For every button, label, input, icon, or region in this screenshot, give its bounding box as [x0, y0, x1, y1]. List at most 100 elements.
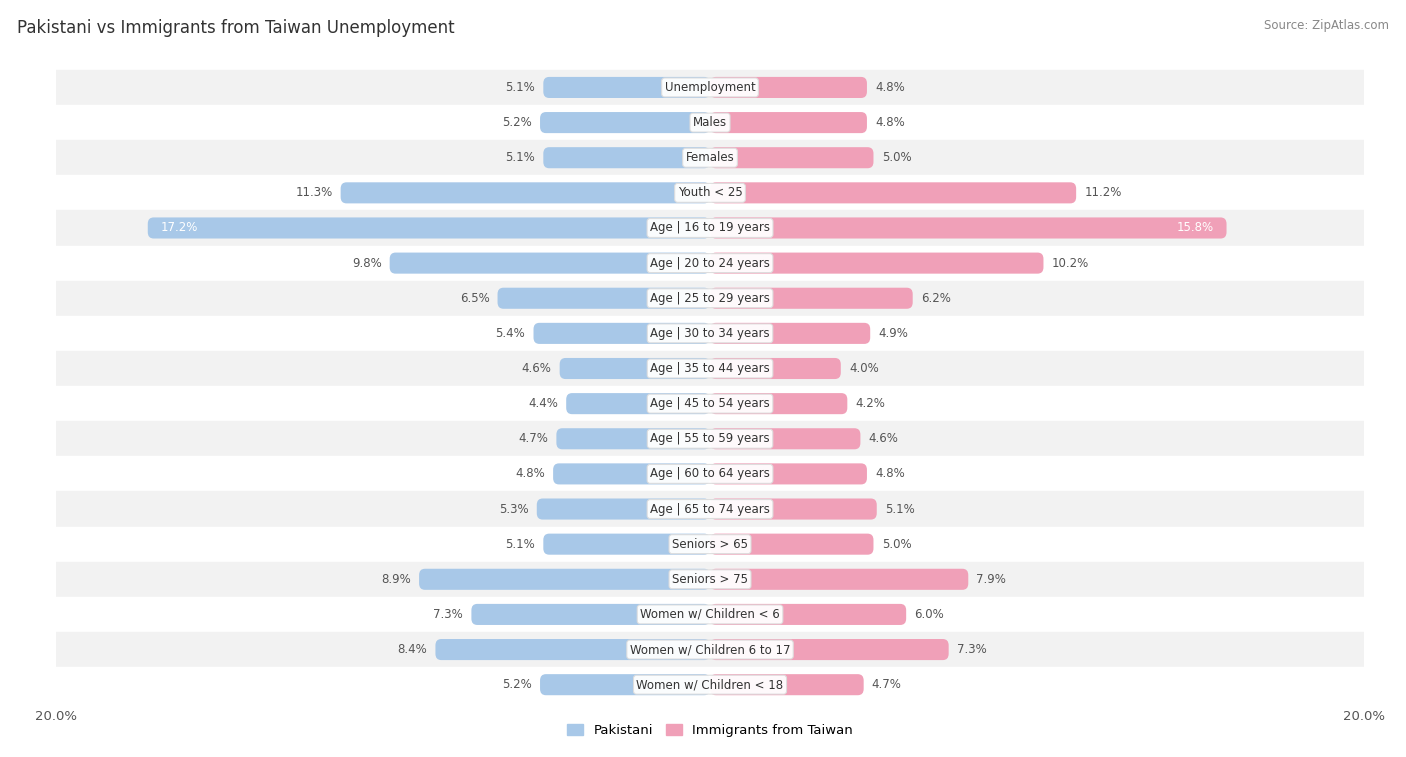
- Text: 4.4%: 4.4%: [529, 397, 558, 410]
- Text: Age | 65 to 74 years: Age | 65 to 74 years: [650, 503, 770, 516]
- Bar: [0, 176, 1406, 210]
- FancyBboxPatch shape: [543, 534, 710, 555]
- FancyBboxPatch shape: [567, 393, 710, 414]
- FancyBboxPatch shape: [419, 569, 710, 590]
- Text: 8.9%: 8.9%: [381, 573, 411, 586]
- Text: 11.3%: 11.3%: [295, 186, 332, 199]
- Text: 9.8%: 9.8%: [352, 257, 381, 269]
- Text: 5.4%: 5.4%: [495, 327, 526, 340]
- Bar: [0, 667, 1406, 702]
- Text: 4.2%: 4.2%: [855, 397, 886, 410]
- Text: 7.3%: 7.3%: [433, 608, 463, 621]
- FancyBboxPatch shape: [498, 288, 710, 309]
- FancyBboxPatch shape: [340, 182, 710, 204]
- Bar: [0, 456, 1406, 491]
- Bar: [0, 210, 1406, 245]
- Text: 4.6%: 4.6%: [869, 432, 898, 445]
- Text: 7.3%: 7.3%: [957, 643, 987, 656]
- Text: 5.1%: 5.1%: [505, 81, 536, 94]
- Legend: Pakistani, Immigrants from Taiwan: Pakistani, Immigrants from Taiwan: [561, 718, 859, 742]
- Text: Females: Females: [686, 151, 734, 164]
- FancyBboxPatch shape: [436, 639, 710, 660]
- Text: Unemployment: Unemployment: [665, 81, 755, 94]
- Text: Age | 25 to 29 years: Age | 25 to 29 years: [650, 291, 770, 305]
- Text: 8.4%: 8.4%: [398, 643, 427, 656]
- FancyBboxPatch shape: [710, 112, 868, 133]
- Text: 6.5%: 6.5%: [460, 291, 489, 305]
- Text: 15.8%: 15.8%: [1177, 222, 1213, 235]
- Bar: [0, 245, 1406, 281]
- FancyBboxPatch shape: [560, 358, 710, 379]
- Bar: [0, 597, 1406, 632]
- FancyBboxPatch shape: [710, 288, 912, 309]
- Text: Age | 16 to 19 years: Age | 16 to 19 years: [650, 222, 770, 235]
- Bar: [0, 351, 1406, 386]
- Text: 5.0%: 5.0%: [882, 537, 911, 550]
- Text: 5.1%: 5.1%: [505, 537, 536, 550]
- FancyBboxPatch shape: [471, 604, 710, 625]
- FancyBboxPatch shape: [710, 428, 860, 450]
- Text: 17.2%: 17.2%: [160, 222, 198, 235]
- Text: 4.0%: 4.0%: [849, 362, 879, 375]
- FancyBboxPatch shape: [710, 147, 873, 168]
- Bar: [0, 281, 1406, 316]
- FancyBboxPatch shape: [710, 569, 969, 590]
- FancyBboxPatch shape: [710, 463, 868, 484]
- Text: Age | 60 to 64 years: Age | 60 to 64 years: [650, 467, 770, 481]
- Text: 4.8%: 4.8%: [875, 467, 905, 481]
- Text: 4.8%: 4.8%: [875, 116, 905, 129]
- Bar: [0, 386, 1406, 421]
- Text: Pakistani vs Immigrants from Taiwan Unemployment: Pakistani vs Immigrants from Taiwan Unem…: [17, 19, 454, 37]
- Text: Age | 45 to 54 years: Age | 45 to 54 years: [650, 397, 770, 410]
- FancyBboxPatch shape: [543, 77, 710, 98]
- Text: Women w/ Children 6 to 17: Women w/ Children 6 to 17: [630, 643, 790, 656]
- Text: 4.8%: 4.8%: [515, 467, 546, 481]
- FancyBboxPatch shape: [710, 393, 848, 414]
- FancyBboxPatch shape: [710, 604, 905, 625]
- Text: Women w/ Children < 6: Women w/ Children < 6: [640, 608, 780, 621]
- FancyBboxPatch shape: [543, 147, 710, 168]
- Text: 6.2%: 6.2%: [921, 291, 950, 305]
- Text: Age | 30 to 34 years: Age | 30 to 34 years: [650, 327, 770, 340]
- Text: 4.7%: 4.7%: [519, 432, 548, 445]
- Text: 4.8%: 4.8%: [875, 81, 905, 94]
- FancyBboxPatch shape: [148, 217, 710, 238]
- Text: 4.7%: 4.7%: [872, 678, 901, 691]
- Text: Age | 35 to 44 years: Age | 35 to 44 years: [650, 362, 770, 375]
- FancyBboxPatch shape: [533, 322, 710, 344]
- FancyBboxPatch shape: [710, 534, 873, 555]
- Bar: [0, 421, 1406, 456]
- Text: 6.0%: 6.0%: [914, 608, 943, 621]
- Text: Age | 20 to 24 years: Age | 20 to 24 years: [650, 257, 770, 269]
- Bar: [0, 562, 1406, 597]
- Text: Age | 55 to 59 years: Age | 55 to 59 years: [650, 432, 770, 445]
- Text: 11.2%: 11.2%: [1084, 186, 1122, 199]
- Text: 5.1%: 5.1%: [505, 151, 536, 164]
- Text: Males: Males: [693, 116, 727, 129]
- Text: 10.2%: 10.2%: [1052, 257, 1088, 269]
- FancyBboxPatch shape: [710, 217, 1226, 238]
- Text: 5.3%: 5.3%: [499, 503, 529, 516]
- Text: 5.0%: 5.0%: [882, 151, 911, 164]
- FancyBboxPatch shape: [537, 499, 710, 519]
- Bar: [0, 105, 1406, 140]
- FancyBboxPatch shape: [553, 463, 710, 484]
- Bar: [0, 527, 1406, 562]
- Text: 5.1%: 5.1%: [884, 503, 915, 516]
- FancyBboxPatch shape: [710, 77, 868, 98]
- Bar: [0, 632, 1406, 667]
- Bar: [0, 70, 1406, 105]
- Bar: [0, 316, 1406, 351]
- Text: Source: ZipAtlas.com: Source: ZipAtlas.com: [1264, 19, 1389, 32]
- FancyBboxPatch shape: [710, 253, 1043, 273]
- FancyBboxPatch shape: [389, 253, 710, 273]
- Text: 4.6%: 4.6%: [522, 362, 551, 375]
- FancyBboxPatch shape: [710, 674, 863, 695]
- Text: 5.2%: 5.2%: [502, 116, 531, 129]
- FancyBboxPatch shape: [710, 182, 1076, 204]
- FancyBboxPatch shape: [540, 112, 710, 133]
- FancyBboxPatch shape: [710, 499, 877, 519]
- FancyBboxPatch shape: [710, 358, 841, 379]
- Text: Youth < 25: Youth < 25: [678, 186, 742, 199]
- Text: Women w/ Children < 18: Women w/ Children < 18: [637, 678, 783, 691]
